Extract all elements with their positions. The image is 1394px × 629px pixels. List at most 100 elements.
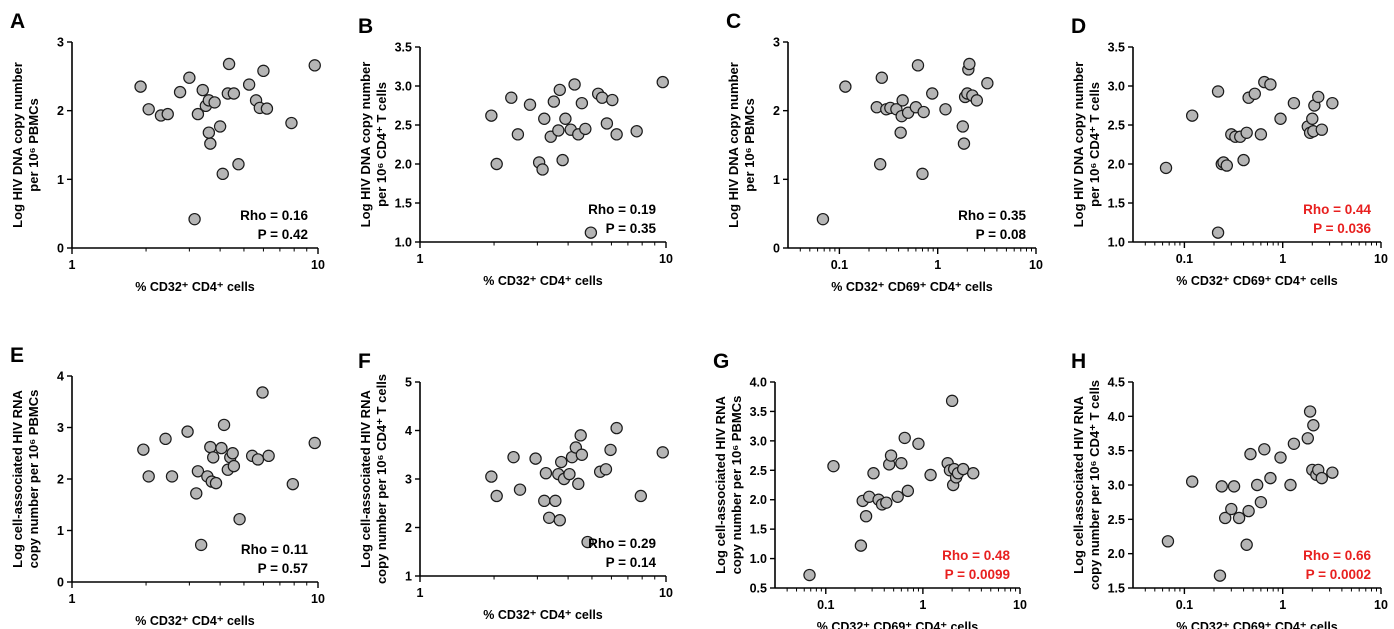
data-point: [215, 441, 228, 455]
panel-d: D 1.0 1.5 2.0 2.5 3.0 3.5 0.1 1 10 % CD32⁺ CD69⁺ C…: [1071, 15, 1388, 288]
y-tick-label: 2.5: [1108, 119, 1125, 133]
y-tick-label: 3: [57, 36, 64, 50]
data-point: [610, 128, 623, 141]
y-tick-label: 1.5: [1108, 197, 1125, 211]
data-point: [209, 476, 223, 490]
x-tick-label: 10: [659, 586, 673, 600]
data-point: [262, 449, 275, 463]
data-point: [216, 167, 229, 181]
y-tick-label: 1.5: [1108, 582, 1125, 596]
data-point: [242, 78, 256, 91]
data-point: [556, 153, 569, 167]
data-point: [839, 80, 852, 93]
x-tick-label: 0.1: [831, 258, 848, 272]
y-axis-label-line: Log HIV DNA copy number: [358, 62, 373, 228]
y-tick-label: 1.0: [750, 552, 767, 566]
data-point: [896, 94, 909, 107]
data-point: [575, 96, 589, 110]
data-point: [880, 496, 893, 509]
data-point: [511, 128, 525, 141]
data-point: [956, 120, 969, 133]
y-tick-label: 1: [57, 524, 64, 538]
y-axis-label-line: Log cell-associated HIV RNA: [1071, 396, 1086, 574]
data-point: [1161, 535, 1175, 548]
y-axis-label-line: copy number per 10⁶ CD4⁺ T cells: [374, 374, 389, 584]
y-axis-label: Log HIV DNA copy numberper 10⁶ CD4⁺ T ce…: [1071, 62, 1102, 228]
data-point: [1301, 432, 1314, 445]
y-axis-label: Log HIV DNA copy numberper 10⁶ PBMCs: [726, 62, 757, 228]
rho-label: Rho = 0.29: [588, 536, 656, 551]
data-point: [656, 75, 669, 89]
data-point: [916, 167, 929, 181]
data-point: [901, 484, 915, 498]
data-point: [513, 483, 527, 496]
y-tick-label: 5: [405, 376, 412, 390]
data-point: [912, 437, 925, 450]
y-axis-label-line: Log HIV DNA copy number: [1071, 62, 1086, 228]
panel-f: F 1 2 3 4 5 1 10 % CD32⁺ CD4⁺ cells Log cell-asso…: [358, 350, 673, 622]
data-point: [505, 91, 518, 104]
y-axis-label-line: per 10⁶ CD4⁺ T cells: [374, 82, 389, 207]
data-point: [260, 102, 274, 115]
p-value-label: P = 0.0099: [945, 567, 1010, 582]
data-point: [226, 447, 239, 460]
x-axis-label: % CD32⁺ CD69⁺ CD4⁺ cells: [1176, 274, 1338, 288]
y-tick-label: 3.0: [750, 434, 767, 448]
data-point: [217, 418, 231, 432]
data-point: [1242, 504, 1255, 518]
panel-c: C 0 1 2 3 0.1 1 10 % CD32⁺ CD69⁺ CD4⁺ cells Log H…: [726, 10, 1043, 294]
x-axis-label: % CD32⁺ CD4⁺ cells: [135, 614, 255, 628]
data-point: [816, 212, 830, 226]
y-tick-label: 3.5: [1108, 41, 1125, 55]
data-point: [827, 459, 840, 473]
data-point: [1284, 478, 1297, 492]
panel-letter: E: [10, 344, 24, 367]
data-point: [568, 78, 581, 91]
data-point: [867, 467, 880, 480]
y-tick-label: 3: [773, 36, 780, 50]
data-point: [1185, 475, 1199, 488]
data-point: [895, 457, 908, 470]
data-point: [898, 431, 911, 445]
rho-label: Rho = 0.44: [1303, 202, 1371, 217]
panel-h: H 1.5 2.0 2.5 3.0 3.5 4.0 4.5 0.1 1 10 % CD32⁺ CD69…: [1071, 350, 1388, 629]
data-point: [285, 116, 298, 130]
x-axis-label: % CD32⁺ CD69⁺ CD4⁺ cells: [831, 280, 993, 294]
y-tick-label: 4: [57, 370, 64, 384]
y-tick-label: 2: [773, 104, 780, 118]
rho-label: Rho = 0.48: [942, 548, 1010, 563]
data-point: [1315, 123, 1329, 136]
data-point: [251, 453, 265, 466]
data-point: [485, 109, 498, 122]
x-tick-label: 1: [417, 586, 424, 600]
rho-label: Rho = 0.11: [241, 542, 309, 557]
y-tick-label: 2: [405, 521, 412, 535]
data-point: [1185, 109, 1199, 122]
data-point: [1211, 226, 1225, 239]
data-point: [911, 59, 925, 72]
data-point: [194, 538, 208, 552]
y-tick-label: 0: [57, 242, 64, 256]
x-tick-label: 10: [1029, 258, 1043, 272]
data-point: [1274, 451, 1287, 464]
y-tick-label: 3: [57, 421, 64, 435]
y-tick-label: 3.0: [1108, 80, 1125, 94]
data-point: [1225, 502, 1238, 516]
y-axis-label: Log HIV DNA copy numberper 10⁶ PBMCs: [10, 62, 41, 228]
panel-b: B 1.0 1.5 2.0 2.5 3.0 3.5 1 10 % CD32⁺ CD4⁺ cells…: [358, 15, 673, 288]
data-point: [165, 470, 179, 483]
data-point: [873, 158, 887, 171]
y-tick-label: 3.5: [750, 405, 767, 419]
data-point: [181, 425, 194, 438]
y-axis-label-line: per 10⁶ CD4⁺ T cells: [1087, 82, 1102, 207]
y-axis-label: Log cell-associated HIV RNAcopy number p…: [358, 374, 389, 584]
y-axis-label-line: per 10⁶ PBMCs: [742, 98, 757, 191]
x-tick-label: 10: [311, 258, 325, 272]
p-value-label: P = 0.57: [258, 561, 308, 576]
x-tick-label: 0.1: [1176, 252, 1193, 266]
data-point: [894, 126, 907, 139]
y-tick-label: 1: [773, 173, 780, 187]
y-tick-label: 0: [57, 576, 64, 590]
data-point: [553, 83, 566, 97]
